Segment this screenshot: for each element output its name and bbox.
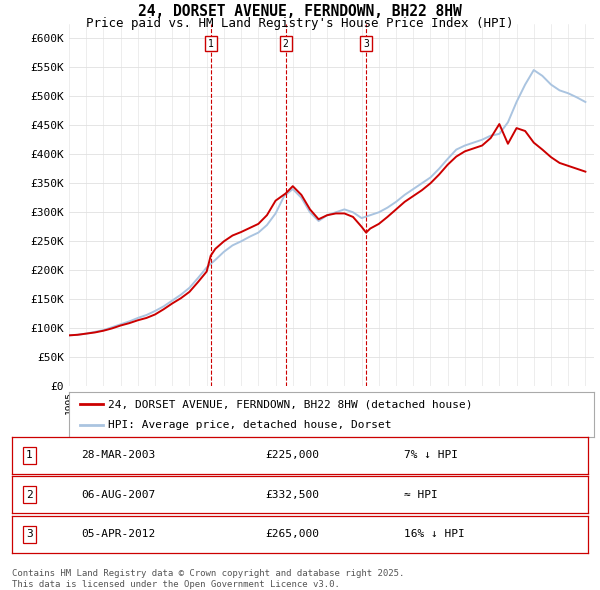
Text: 1: 1: [26, 450, 32, 460]
Text: 2: 2: [283, 38, 289, 48]
Text: 28-MAR-2003: 28-MAR-2003: [81, 450, 155, 460]
Text: 05-APR-2012: 05-APR-2012: [81, 529, 155, 539]
Text: £225,000: £225,000: [265, 450, 319, 460]
Text: 16% ↓ HPI: 16% ↓ HPI: [404, 529, 464, 539]
Text: 24, DORSET AVENUE, FERNDOWN, BH22 8HW (detached house): 24, DORSET AVENUE, FERNDOWN, BH22 8HW (d…: [109, 399, 473, 409]
Text: £332,500: £332,500: [265, 490, 319, 500]
Text: Contains HM Land Registry data © Crown copyright and database right 2025.
This d: Contains HM Land Registry data © Crown c…: [12, 569, 404, 589]
Text: 06-AUG-2007: 06-AUG-2007: [81, 490, 155, 500]
Text: ≈ HPI: ≈ HPI: [404, 490, 437, 500]
Text: 1: 1: [208, 38, 214, 48]
Text: 7% ↓ HPI: 7% ↓ HPI: [404, 450, 458, 460]
Text: HPI: Average price, detached house, Dorset: HPI: Average price, detached house, Dors…: [109, 419, 392, 430]
Text: Price paid vs. HM Land Registry's House Price Index (HPI): Price paid vs. HM Land Registry's House …: [86, 17, 514, 30]
Text: £265,000: £265,000: [265, 529, 319, 539]
Text: 3: 3: [363, 38, 369, 48]
Text: 24, DORSET AVENUE, FERNDOWN, BH22 8HW: 24, DORSET AVENUE, FERNDOWN, BH22 8HW: [138, 4, 462, 19]
Text: 2: 2: [26, 490, 32, 500]
Text: 3: 3: [26, 529, 32, 539]
